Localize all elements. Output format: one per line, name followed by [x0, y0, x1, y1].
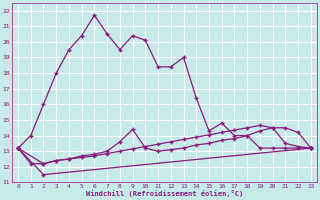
X-axis label: Windchill (Refroidissement éolien,°C): Windchill (Refroidissement éolien,°C): [86, 190, 243, 197]
